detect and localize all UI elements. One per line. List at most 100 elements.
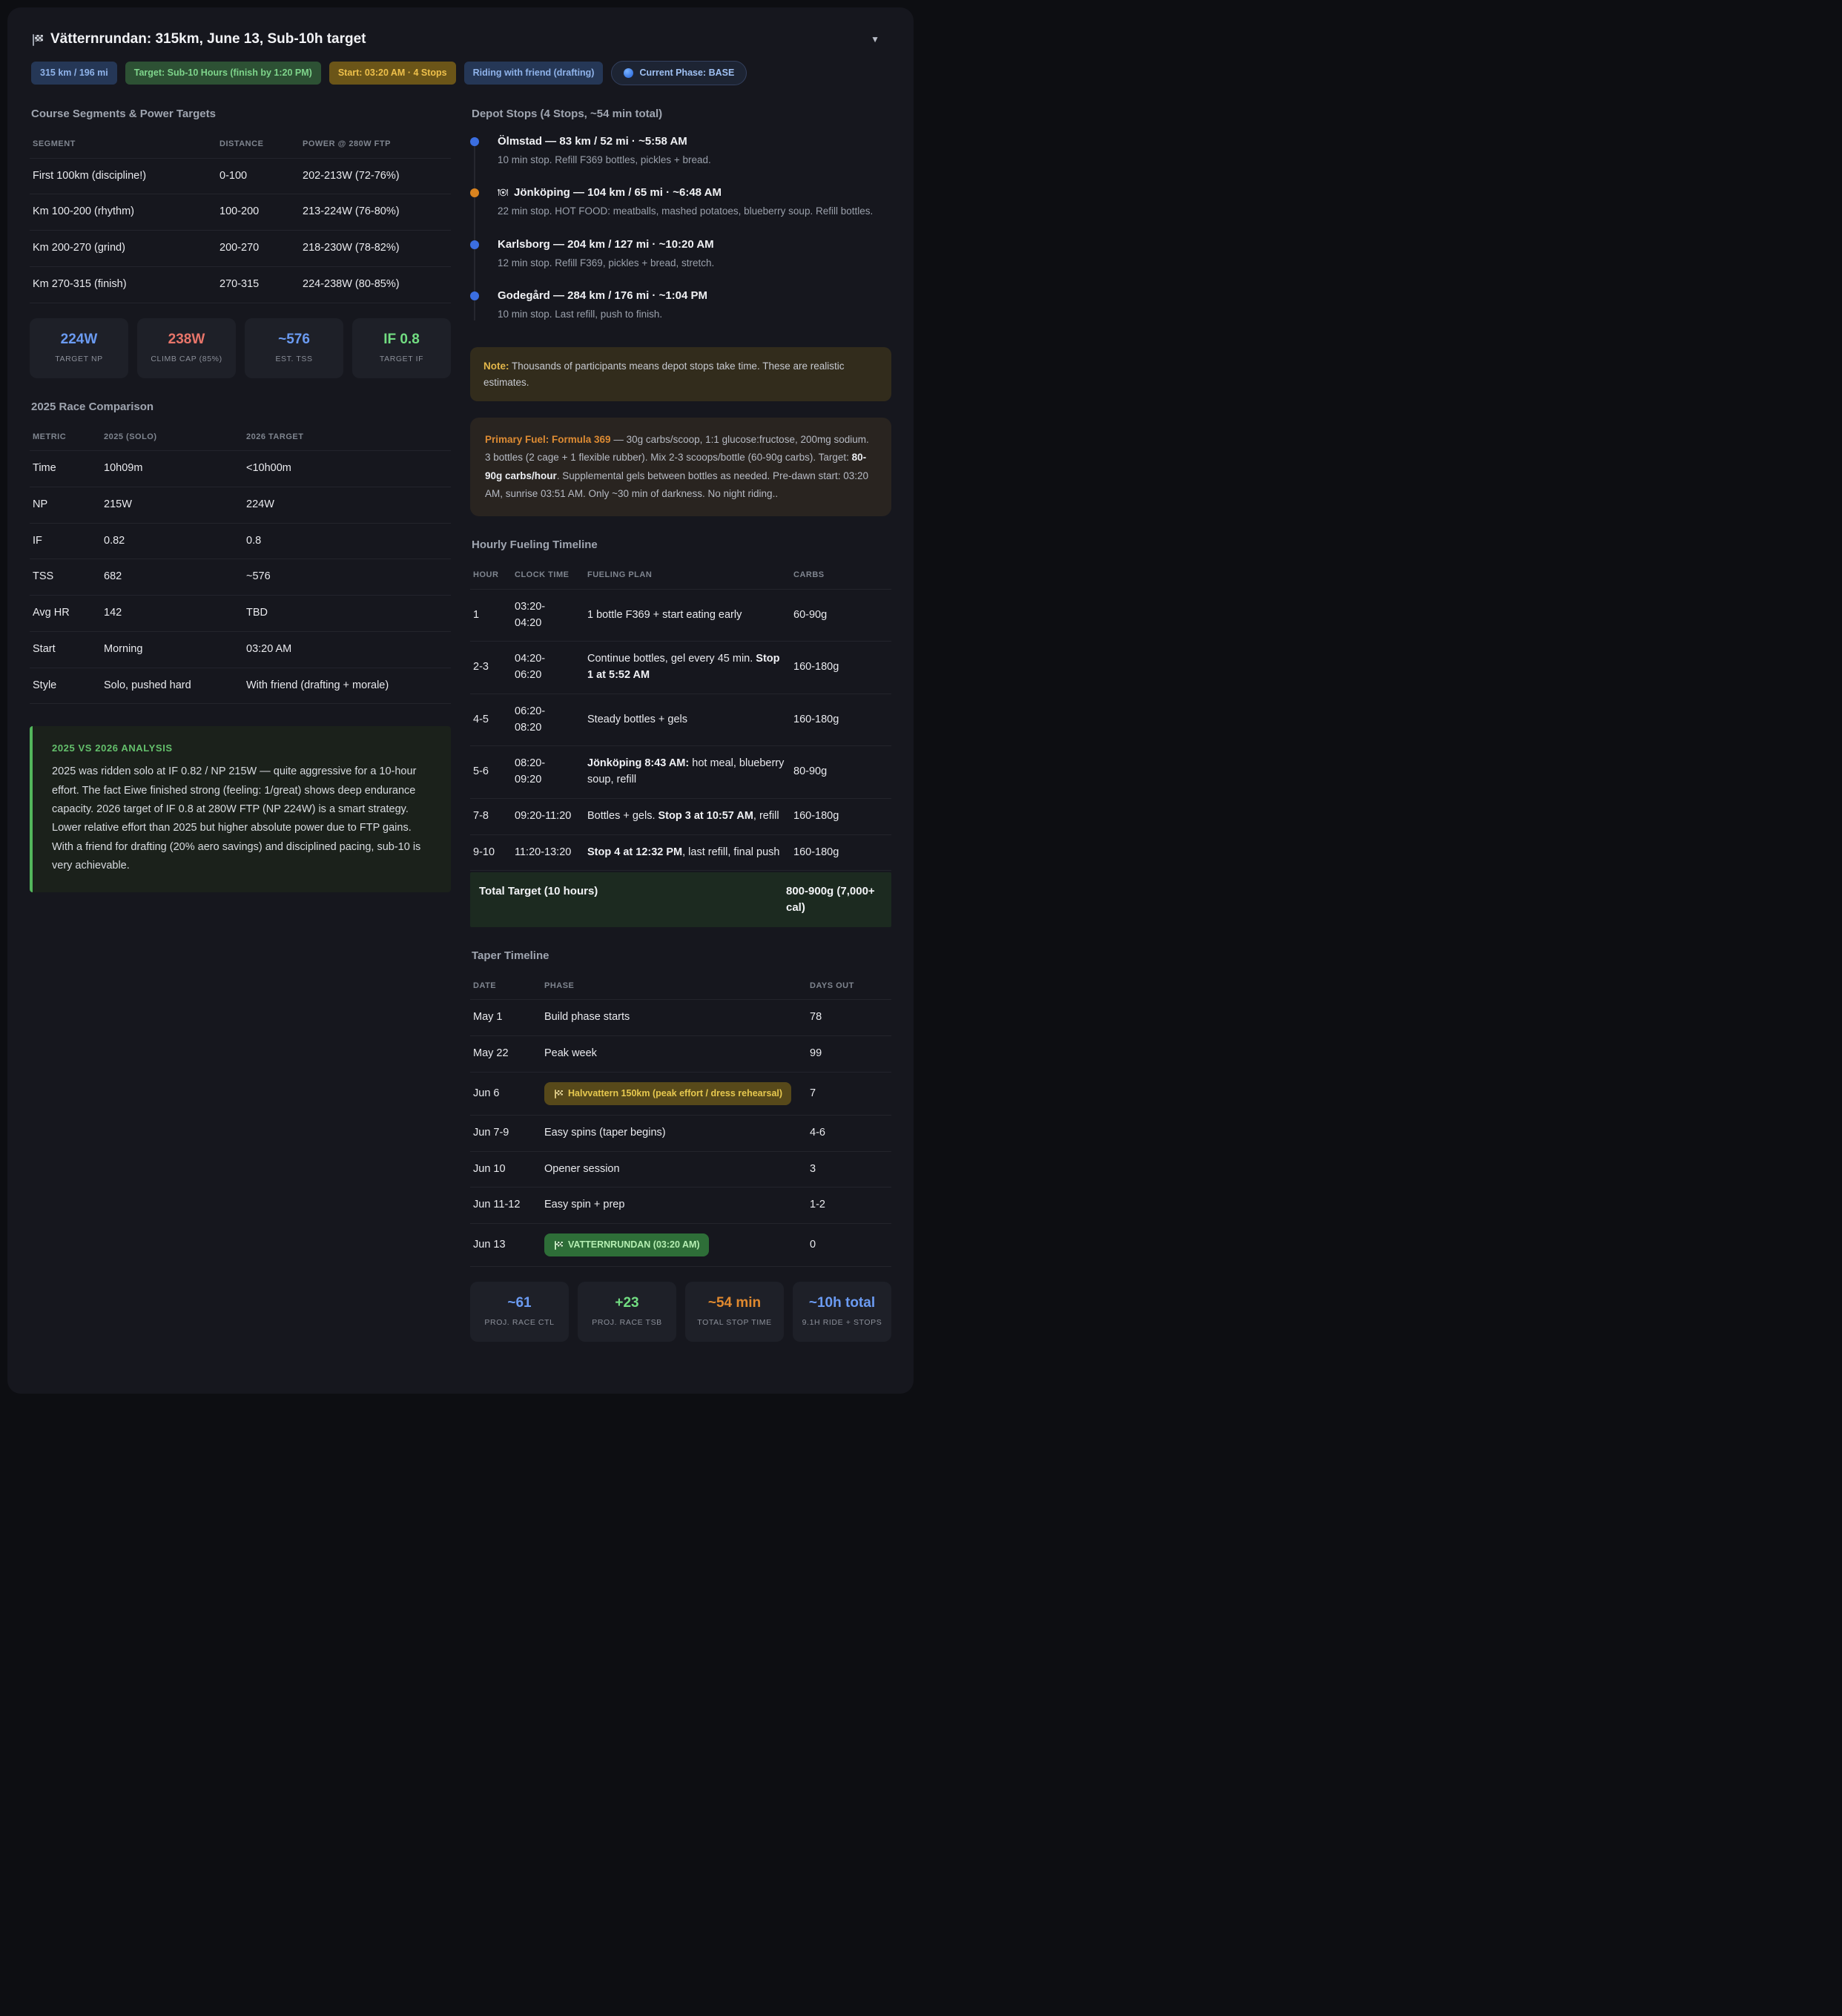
fueling-carbs-cell: 60-90g <box>793 608 828 621</box>
table-row: Km 100-200 (rhythm) 100-200 213-224W (76-8… <box>30 194 451 231</box>
course-column-header: SEGMENT <box>33 139 76 148</box>
table-row: Style Solo, pushed hard With friend (draft… <box>30 668 451 705</box>
depot-section-title: Depot Stops (4 Stops, ~54 min total) <box>472 108 663 120</box>
taper-phase-cell: Peak week <box>544 1046 810 1062</box>
stat-value: ~576 <box>278 331 310 347</box>
timeline-dot-icon <box>470 291 479 300</box>
stat-value: 224W <box>60 331 98 347</box>
fueling-hour-cell: 1 <box>473 608 480 621</box>
checkered-flag-icon <box>553 1089 563 1098</box>
comparison-cell: 215W <box>104 498 132 510</box>
table-row: First 100km (discipline!) 0-100 202-213W (… <box>30 159 451 195</box>
comparison-cell: 10h09m <box>104 462 143 474</box>
taper-column-header: PHASE <box>544 981 575 990</box>
fuel-callout: Primary Fuel: Formula 369 — 30g carbs/sc… <box>470 418 891 517</box>
chip-label: Riding with friend (drafting) <box>472 67 595 79</box>
plan-card: Vätternrundan: 315km, June 13, Sub-10h t… <box>7 7 914 1394</box>
taper-days-cell: 99 <box>810 1047 822 1060</box>
stat-label: PROJ. RACE CTL <box>484 1318 555 1328</box>
comparison-cell: 224W <box>246 498 274 510</box>
taper-phase-text: Peak week <box>544 1047 597 1060</box>
comparison-section-title: 2025 Race Comparison <box>31 400 154 413</box>
fueling-section-title: Hourly Fueling Timeline <box>472 538 598 552</box>
taper-pill-label: VATTERNRUNDAN (03:20 AM) <box>568 1239 700 1251</box>
plan-segment: Continue bottles, gel every 45 min. <box>587 653 756 665</box>
stat-value: 238W <box>168 331 205 347</box>
taper-phase-text: Build phase starts <box>544 1011 630 1024</box>
fueling-time-cell: 11:20-13:20 <box>515 846 572 858</box>
comparison-cell: 142 <box>104 607 122 619</box>
fuel-text-segment: — 30g carbs/scoop, 1:1 glucose:fructose,… <box>485 434 869 464</box>
analysis-body: 2025 was ridden solo at IF 0.82 / NP 215… <box>52 765 421 872</box>
comparison-cell: Start <box>33 642 56 655</box>
taper-date-cell: Jun 11-12 <box>473 1199 521 1211</box>
comparison-cell: TSS <box>33 570 54 583</box>
checkered-flag-icon <box>31 33 44 46</box>
blue-circle-icon <box>624 68 634 78</box>
taper-days-cell: 78 <box>810 1011 822 1024</box>
summary-chips-row: 315 km / 196 mi Target: Sub-10 Hours (fin… <box>31 61 890 85</box>
fueling-plan-cell: 1 bottle F369 + start eating early <box>587 607 788 624</box>
plan-segment: Stop 1 at 5:52 AM <box>587 653 780 682</box>
chip-label: Target: Sub-10 Hours (finish by 1:20 PM) <box>133 67 312 79</box>
taper-section-title: Taper Timeline <box>472 949 549 962</box>
depot-stop-desc: 10 min stop. Last refill, push to finish… <box>498 308 663 320</box>
power-stat-card: 224W TARGET NP <box>30 317 128 378</box>
taper-phase-text: Opener session <box>544 1162 620 1175</box>
fueling-time-cell: 09:20-11:20 <box>515 809 572 822</box>
fueling-column-header: FUELING PLAN <box>587 570 653 580</box>
fork-knife-plate-icon <box>498 188 508 197</box>
stat-value: +23 <box>615 1295 639 1311</box>
power-stat-card: 238W CLIMB CAP (85%) <box>137 317 236 378</box>
taper-row: Jun 6 Halvvattern 150km (peak effort / dr… <box>470 1073 891 1116</box>
fueling-time-cell: 08:20- 09:20 <box>515 757 546 786</box>
comparison-cell: Solo, pushed hard <box>104 679 191 691</box>
comparison-column-header: 2025 (SOLO) <box>104 432 157 441</box>
depot-stop-desc: 12 min stop. Refill F369, pickles + brea… <box>498 257 715 269</box>
comparison-cell: TBD <box>246 607 268 619</box>
table-row: Km 200-270 (grind) 200-270 218-230W (78-82… <box>30 231 451 267</box>
comparison-cell: NP <box>33 498 48 510</box>
comparison-column-header: 2026 TARGET <box>246 432 304 441</box>
course-cell: 270-315 <box>219 277 260 290</box>
taper-days-cell: 3 <box>810 1162 816 1175</box>
analysis-callout: 2025 VS 2026 ANALYSIS 2025 was ridden so… <box>30 726 451 892</box>
depot-stop-desc: 22 min stop. HOT FOOD: meatballs, mashed… <box>498 205 874 217</box>
course-cell: First 100km (discipline!) <box>33 169 147 182</box>
fueling-timeline-section: Hourly Fueling Timeline HOUR CLOCK TIME FU… <box>470 538 891 927</box>
comparison-table: METRIC 2025 (SOLO) 2026 TARGET Time 10h09m <1… <box>30 424 451 705</box>
stat-label: TARGET NP <box>55 354 103 363</box>
stat-label: 9.1H RIDE + STOPS <box>802 1318 882 1328</box>
plan-segment: Bottles + gels. <box>587 809 658 822</box>
fuel-text-segment: . Supplemental gels between bottles as n… <box>485 470 869 500</box>
timeline-dot-icon <box>470 137 479 146</box>
comparison-cell: Avg HR <box>33 607 70 619</box>
taper-date-cell: Jun 10 <box>473 1162 506 1175</box>
summary-chip-5: Current Phase: BASE <box>611 61 747 85</box>
fueling-row: 2-3 04:20- 06:20 Continue bottles, gel eve… <box>470 642 891 694</box>
fueling-row: 4-5 06:20- 08:20 Steady bottles + gels 160-… <box>470 694 891 747</box>
comparison-cell: With friend (drafting + morale) <box>246 679 389 691</box>
taper-phase-cell: VATTERNRUNDAN (03:20 AM) <box>544 1233 810 1257</box>
course-cell: 213-224W (76-80%) <box>303 205 400 218</box>
depot-stop-title-text: Jönköping — 104 km / 65 mi · ~6:48 AM <box>514 186 722 200</box>
table-row: NP 215W 224W <box>30 487 451 524</box>
fueling-carbs-cell: 80-90g <box>793 765 828 778</box>
note-callout: Note: Thousands of participants means de… <box>470 347 891 402</box>
chip-label: Start: 03:20 AM · 4 Stops <box>337 67 447 79</box>
taper-column-header: DATE <box>473 981 497 990</box>
plan-segment: Stop 3 at 10:57 AM <box>658 809 753 822</box>
power-stat-card: IF 0.8 TARGET IF <box>352 317 451 378</box>
fueling-row: 1 03:20- 04:20 1 bottle F369 + start eatin… <box>470 590 891 642</box>
depot-stop-title: Godegård — 284 km / 176 mi · ~1:04 PM <box>498 289 891 302</box>
left-column: Course Segments & Power Targets SEGMENT D… <box>30 108 451 892</box>
collapse-chevron-icon[interactable]: ▼ <box>871 34 879 45</box>
course-cell: 202-213W (72-76%) <box>303 169 400 182</box>
stat-value: ~61 <box>507 1295 532 1311</box>
course-cell: 100-200 <box>219 205 260 218</box>
course-cell: 200-270 <box>219 242 260 254</box>
fueling-carbs-cell: 160-180g <box>793 661 839 673</box>
taper-phase-text: Easy spins (taper begins) <box>544 1126 666 1139</box>
fueling-hour-cell: 5-6 <box>473 765 489 778</box>
taper-date-cell: Jun 7-9 <box>473 1126 509 1139</box>
